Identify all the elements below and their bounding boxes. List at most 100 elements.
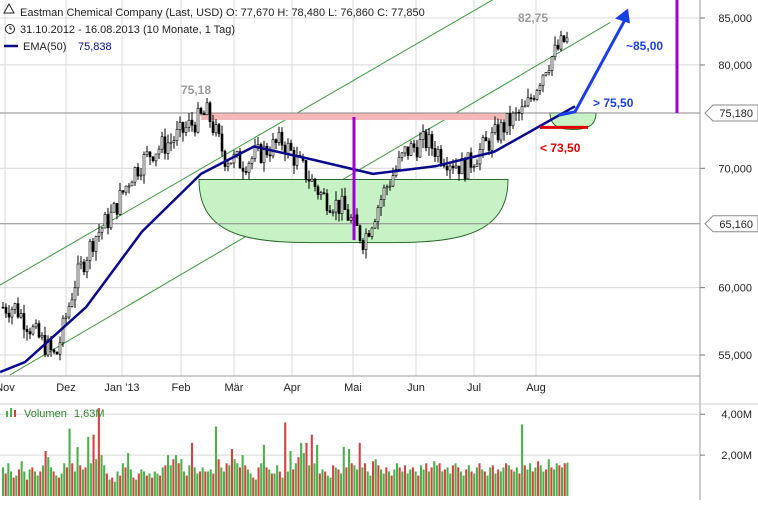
candle-body xyxy=(229,162,233,165)
price-candle xyxy=(253,138,257,162)
candle-body xyxy=(334,199,338,213)
volume-bar xyxy=(12,477,15,496)
candle-body xyxy=(364,233,368,250)
price-candle xyxy=(532,95,536,102)
price-candle xyxy=(433,141,437,162)
price-candle xyxy=(82,259,86,276)
volume-bar xyxy=(526,469,529,496)
volume-bar xyxy=(31,467,34,496)
volume-bar xyxy=(281,477,284,496)
volume-bar xyxy=(459,471,462,496)
level-badge-box xyxy=(704,215,758,233)
candle-body xyxy=(196,107,200,133)
volume-bar xyxy=(302,453,305,496)
volume-bar xyxy=(233,459,236,496)
price-candle xyxy=(328,204,332,214)
price-candle xyxy=(76,255,80,296)
price-candle xyxy=(226,160,230,172)
volume-bar xyxy=(531,471,534,496)
volume-bar xyxy=(409,469,412,496)
volume-bar xyxy=(300,442,303,496)
x-tick-label: Jun xyxy=(407,382,425,394)
volume-bar xyxy=(422,469,425,496)
volume-bar xyxy=(23,471,26,496)
price-candle xyxy=(37,320,41,339)
price-candle xyxy=(343,187,347,210)
volume-bar xyxy=(401,471,404,496)
candle-body xyxy=(55,351,59,355)
price-candle xyxy=(562,35,566,43)
volume-bar xyxy=(494,473,497,496)
volume-bar xyxy=(419,465,422,496)
price-candle xyxy=(355,208,359,226)
price-candle xyxy=(469,147,473,174)
volume-bar xyxy=(15,475,18,496)
price-candle xyxy=(229,162,233,165)
y-tick-label: 60,000 xyxy=(718,283,752,295)
price-candle xyxy=(244,166,248,176)
candle-body xyxy=(97,231,101,237)
chart-header: Eastman Chemical Company (Last, USD) O: … xyxy=(3,2,425,53)
volume-bar xyxy=(177,463,180,496)
candle-body xyxy=(103,214,107,229)
candle-body xyxy=(550,56,554,71)
price-candle xyxy=(205,98,209,116)
target-arrow-head xyxy=(615,8,630,24)
volume-bar xyxy=(180,459,183,496)
volume-bar xyxy=(324,471,327,496)
price-candle xyxy=(361,238,365,255)
price-candle xyxy=(16,297,20,319)
candle-body xyxy=(115,203,119,215)
volume-bar xyxy=(196,473,199,496)
candle-body xyxy=(532,98,536,100)
price-candle xyxy=(460,152,464,175)
volume-bar xyxy=(377,465,380,496)
candle-body xyxy=(487,140,491,151)
volume-bar xyxy=(284,422,287,496)
candle-body xyxy=(64,316,68,319)
price-candle xyxy=(73,280,77,308)
price-candle xyxy=(166,134,170,160)
price-candle xyxy=(28,327,32,340)
price-candle xyxy=(31,324,35,336)
volume-bar xyxy=(433,461,436,496)
price-candle xyxy=(217,122,221,138)
candle-body xyxy=(538,85,542,91)
candle-body xyxy=(505,113,509,133)
price-candle xyxy=(202,110,206,116)
candle-body xyxy=(355,214,359,226)
price-candle xyxy=(472,164,476,172)
price-candle xyxy=(148,151,152,166)
price-candle xyxy=(112,201,116,213)
price-candle xyxy=(403,146,407,157)
candle-body xyxy=(523,105,527,108)
price-candle xyxy=(103,211,107,229)
x-tick-label: Jan '13 xyxy=(104,382,139,394)
candle-body xyxy=(520,106,524,114)
candle-body xyxy=(271,139,275,157)
candle-body xyxy=(259,144,263,163)
candle-body xyxy=(58,342,62,355)
volume-bar xyxy=(483,471,486,496)
volume-bar xyxy=(20,461,23,496)
volume-bar xyxy=(140,469,143,496)
volume-bar xyxy=(153,471,156,496)
target-annotation: ~85,00 xyxy=(626,39,663,53)
volume-bar xyxy=(481,469,484,496)
volume-bar xyxy=(353,465,356,496)
candle-body xyxy=(220,133,224,152)
volume-bar xyxy=(111,477,114,496)
volume-bar xyxy=(33,471,37,496)
price-candle xyxy=(310,174,314,182)
price-candle xyxy=(439,145,443,168)
ema-legend-label: EMA(50) xyxy=(23,41,66,53)
volume-bar xyxy=(2,467,5,496)
price-candle xyxy=(160,131,164,154)
volume-bar xyxy=(79,465,82,496)
volume-bar xyxy=(4,473,7,496)
volume-bar xyxy=(443,469,446,496)
price-candle xyxy=(544,71,548,77)
price-candle xyxy=(400,151,404,162)
candle-body xyxy=(436,149,440,157)
volume-bar xyxy=(87,436,90,496)
